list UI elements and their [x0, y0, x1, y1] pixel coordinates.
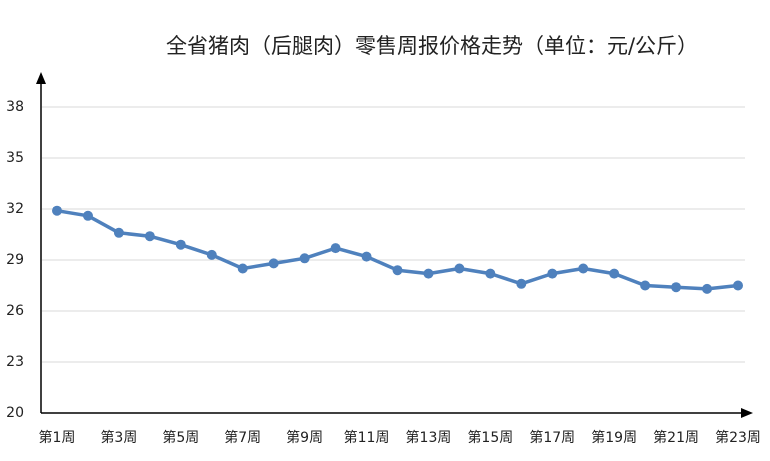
x-tick-label: 第15周 — [467, 429, 513, 446]
x-tick-label: 第11周 — [344, 429, 390, 446]
data-point — [392, 265, 403, 276]
y-axis-arrow — [36, 72, 46, 84]
y-tick-label: 32 — [6, 201, 24, 217]
data-point — [237, 263, 248, 274]
data-point — [52, 205, 62, 216]
data-point — [702, 283, 713, 294]
data-point — [423, 268, 434, 279]
x-axis-arrow — [741, 408, 753, 418]
data-point — [609, 268, 620, 279]
data-point — [144, 231, 155, 242]
data-point — [361, 251, 372, 262]
chart-title: 全省猪肉（后腿肉）零售周报价格走势（单位：元/公斤） — [166, 34, 698, 58]
x-tick-label: 第13周 — [406, 429, 452, 446]
x-tick-label: 第3周 — [100, 429, 137, 446]
x-tick-label: 第1周 — [39, 429, 76, 446]
data-point — [268, 258, 279, 269]
series-line — [56, 208, 739, 291]
x-tick-label: 第9周 — [286, 429, 323, 446]
data-point — [82, 210, 93, 221]
data-point — [113, 227, 124, 238]
y-tick-label: 26 — [6, 303, 24, 319]
x-tick-label: 第21周 — [653, 429, 699, 446]
x-tick-label: 第7周 — [224, 429, 261, 446]
y-tick-label: 23 — [6, 354, 24, 370]
data-point — [671, 282, 682, 293]
y-tick-label: 38 — [6, 99, 24, 115]
data-point — [516, 278, 527, 289]
data-point — [454, 263, 465, 274]
y-tick-label: 29 — [6, 252, 24, 268]
data-point — [206, 249, 217, 260]
data-point — [547, 268, 558, 279]
y-tick-label: 20 — [6, 405, 24, 421]
data-point — [578, 263, 589, 274]
x-tick-label: 第5周 — [162, 429, 199, 446]
x-tick-label: 第17周 — [529, 429, 575, 446]
data-point — [299, 253, 310, 264]
y-tick-label: 35 — [6, 150, 24, 166]
data-point — [485, 268, 496, 279]
data-point — [175, 239, 186, 250]
data-point — [330, 243, 341, 254]
data-point — [733, 280, 743, 291]
data-point — [640, 280, 651, 291]
x-tick-label: 第19周 — [591, 429, 637, 446]
x-tick-label: 第23周 — [715, 429, 761, 446]
